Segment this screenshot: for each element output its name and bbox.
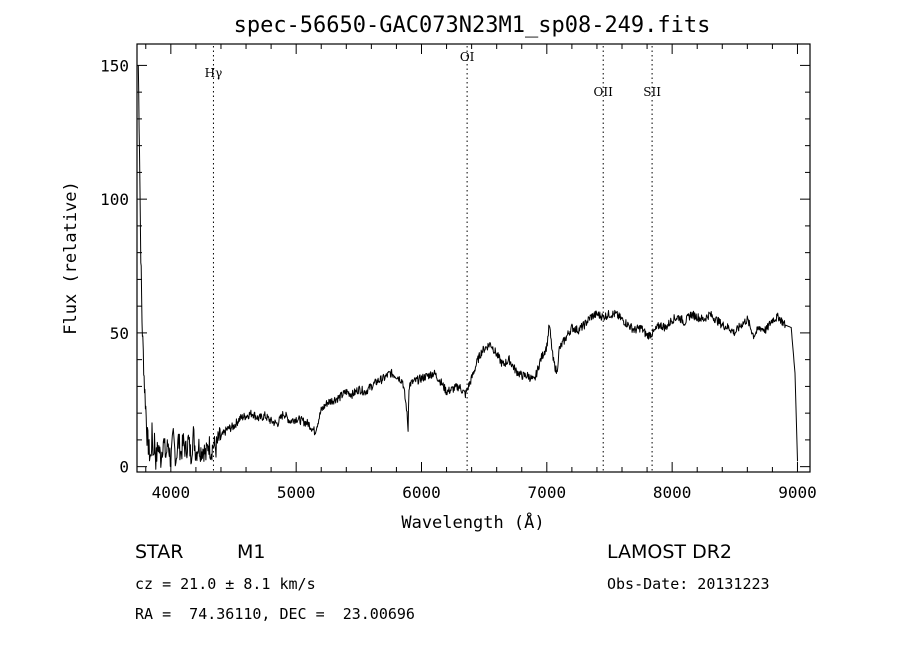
x-tick-label: 7000 — [528, 483, 567, 502]
y-axis-label: Flux (relative) — [61, 181, 81, 335]
object-subclass: M1 — [237, 541, 266, 563]
x-axis-label: Wavelength (Å) — [401, 511, 544, 533]
x-tick-label: 6000 — [402, 483, 441, 502]
series-layer — [137, 65, 798, 470]
x-tick-label: 8000 — [653, 483, 692, 502]
spectral-line-label: Hγ — [205, 66, 223, 80]
x-tick-label: 4000 — [152, 483, 191, 502]
object-class: STAR — [135, 541, 184, 563]
spectral-line-label: SII — [643, 85, 661, 99]
spectral-line-label: OII — [594, 85, 614, 99]
spectral-line-label: OI — [460, 50, 475, 64]
x-tick-label: 9000 — [778, 483, 817, 502]
axis-ticks: 4000 5000 6000 7000 8000 9000 0 50 100 150 — [100, 44, 817, 502]
spectral-lines: Hγ OI OII SII — [205, 46, 661, 472]
redshift-velocity: cz = 21.0 ± 8.1 km/s — [135, 575, 316, 593]
chart-title: spec-56650-GAC073N23M1_sp08-249.fits — [234, 13, 711, 38]
x-tick-label: 5000 — [277, 483, 316, 502]
y-tick-label: 50 — [110, 324, 129, 343]
spectrum-line — [137, 65, 798, 470]
observation-date: Obs-Date: 20131223 — [607, 575, 770, 593]
y-tick-label: 0 — [119, 458, 129, 477]
coordinates: RA = 74.36110, DEC = 23.00696 — [135, 605, 415, 623]
survey-name: LAMOST DR2 — [607, 541, 732, 563]
y-tick-label: 150 — [100, 56, 129, 75]
plot-frame — [136, 43, 811, 473]
y-tick-label: 100 — [100, 190, 129, 209]
